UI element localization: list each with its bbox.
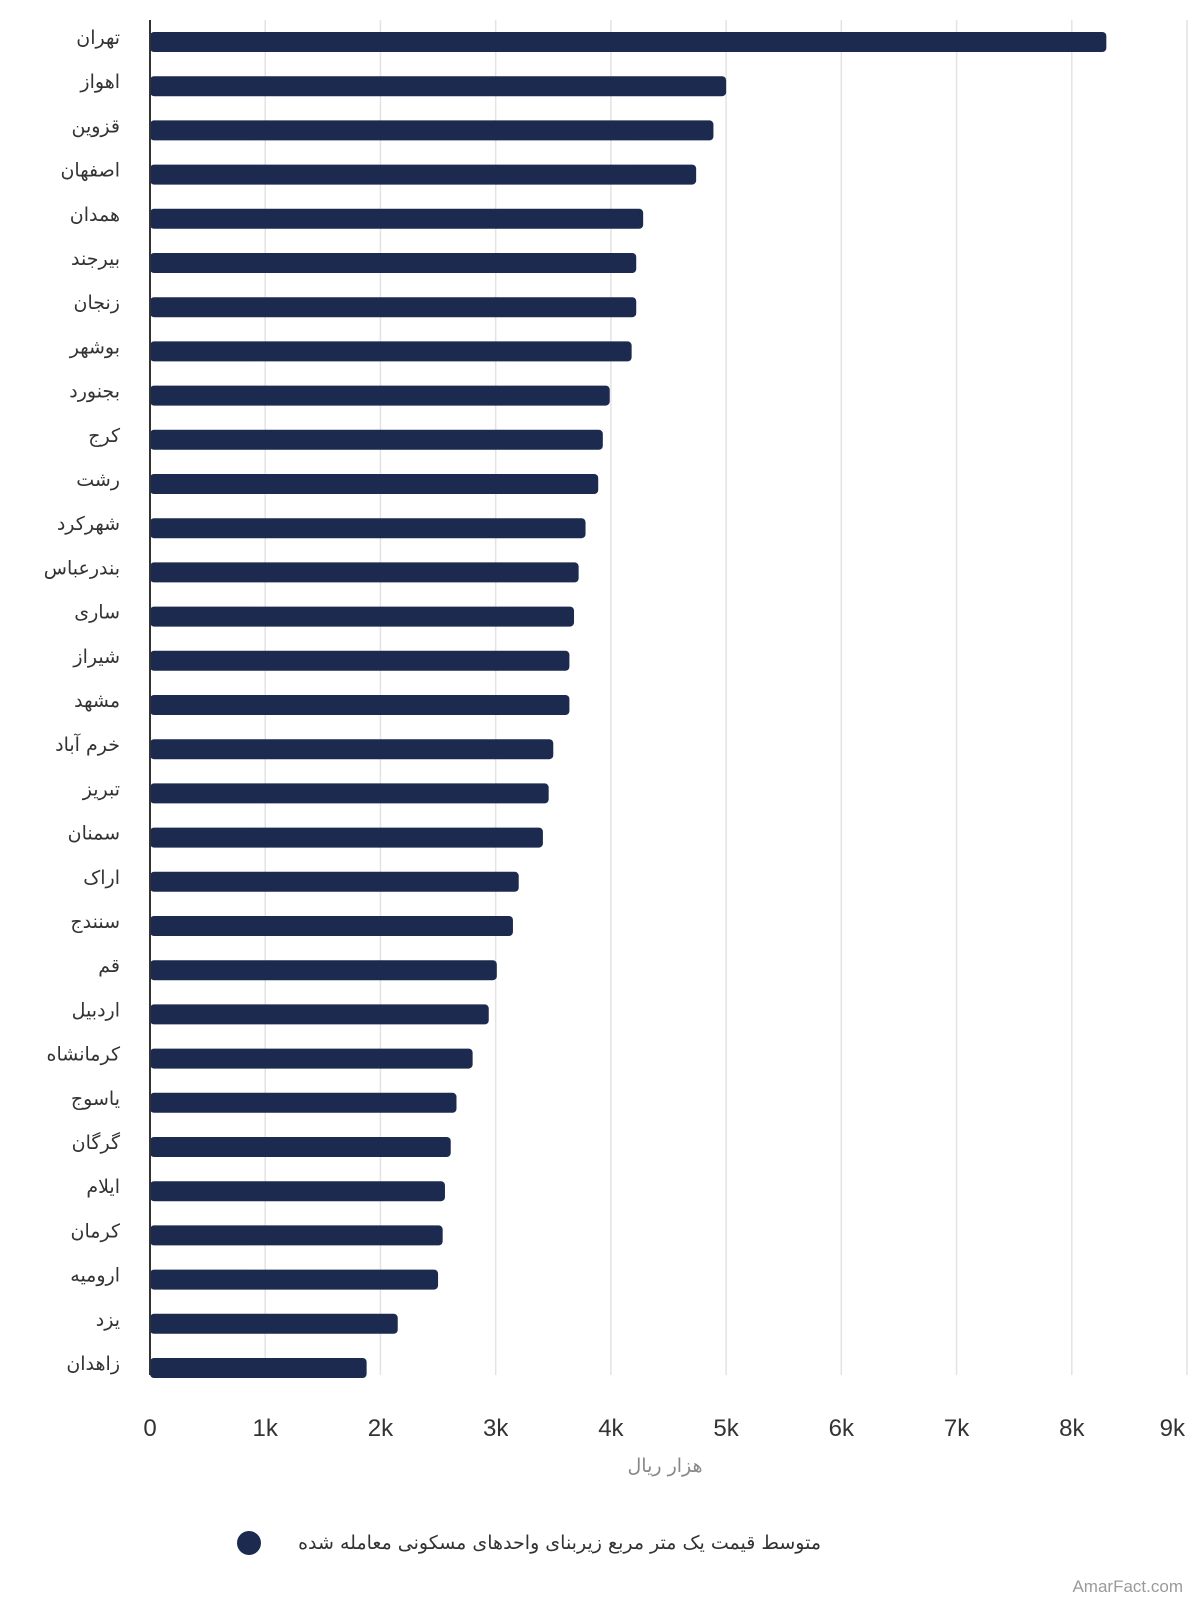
category-label: ایلام <box>86 1176 120 1198</box>
category-label: شهرکرد <box>57 513 120 535</box>
bar[interactable] <box>150 1269 439 1290</box>
category-label: تهران <box>76 27 120 49</box>
category-label: یاسوج <box>71 1088 120 1110</box>
category-label: قزوین <box>72 115 121 137</box>
bar[interactable] <box>150 1358 367 1378</box>
bar[interactable] <box>150 120 714 141</box>
x-tick-label: 7k <box>944 1415 970 1442</box>
bar[interactable] <box>150 385 610 406</box>
category-label: ارومیه <box>70 1265 120 1287</box>
legend-marker <box>237 1531 261 1555</box>
category-label: بیرجند <box>71 248 120 270</box>
bar[interactable] <box>150 739 554 760</box>
category-label: یزد <box>96 1309 120 1331</box>
bar[interactable] <box>150 32 1107 52</box>
category-label: خرم آباد <box>55 732 120 756</box>
category-label: رشت <box>76 469 120 491</box>
credit-text[interactable]: AmarFact.com <box>1072 1577 1183 1596</box>
category-label: قم <box>98 955 120 977</box>
category-label: کرج <box>88 425 121 447</box>
category-label: سمنان <box>68 823 120 845</box>
x-tick-labels: 0 1k 2k 3k 4k 5k 6k 7k 8k 9k <box>143 1415 1186 1442</box>
x-tick-label: 8k <box>1059 1415 1085 1442</box>
category-label: اصفهان <box>60 160 120 182</box>
bar[interactable] <box>150 1004 489 1025</box>
category-label: گرگان <box>72 1131 121 1154</box>
x-axis-title: هزار ریال <box>627 1455 702 1477</box>
bar[interactable] <box>150 1048 473 1069</box>
bar[interactable] <box>150 1137 451 1157</box>
category-labels: تهران اهواز قزوین اصفهان همدان بیرجند زنجان بوش… <box>44 27 121 1375</box>
bar[interactable] <box>150 960 497 981</box>
x-tick-label: 3k <box>483 1415 509 1442</box>
category-label: ساری <box>74 602 120 624</box>
bar[interactable] <box>150 253 637 273</box>
category-label: بجنورد <box>69 381 120 403</box>
x-tick-label: 4k <box>598 1415 624 1442</box>
bar[interactable] <box>150 1225 443 1246</box>
bar[interactable] <box>150 695 570 715</box>
category-label: مشهد <box>74 690 120 712</box>
category-label: تبریز <box>82 778 120 800</box>
bar[interactable] <box>150 208 644 229</box>
bar[interactable] <box>150 518 586 539</box>
bar[interactable] <box>150 871 519 892</box>
category-label: اراک <box>83 867 120 889</box>
x-tick-label: 0 <box>143 1415 156 1442</box>
bar[interactable] <box>150 474 599 494</box>
x-tick-label: 1k <box>253 1415 279 1442</box>
x-tick-label: 2k <box>368 1415 394 1442</box>
bar[interactable] <box>150 76 727 97</box>
bars <box>150 32 1107 1378</box>
bar[interactable] <box>150 916 513 936</box>
bar[interactable] <box>150 429 603 450</box>
bar[interactable] <box>150 783 549 804</box>
bar[interactable] <box>150 341 632 362</box>
bar[interactable] <box>150 1092 457 1113</box>
category-label: شیراز <box>72 646 120 668</box>
category-label: سنندج <box>70 911 120 933</box>
bar[interactable] <box>150 1313 398 1334</box>
x-tick-label: 9k <box>1160 1415 1186 1442</box>
category-label: اهواز <box>79 71 120 93</box>
x-tick-label: 6k <box>829 1415 855 1442</box>
bar[interactable] <box>150 297 637 318</box>
x-tick-label: 5k <box>713 1415 739 1442</box>
category-label: کرمانشاه <box>47 1044 121 1066</box>
bar[interactable] <box>150 650 570 671</box>
category-label: زاهدان <box>66 1353 120 1375</box>
category-label: زنجان <box>74 292 120 314</box>
bar[interactable] <box>150 1181 445 1202</box>
bar[interactable] <box>150 562 579 583</box>
gridlines <box>264 20 1188 1375</box>
category-label: همدان <box>70 204 120 226</box>
legend-label: متوسط قیمت یک متر مربع زیربنای واحدهای م… <box>298 1532 821 1554</box>
category-label: بندرعباس <box>44 557 120 579</box>
category-label: بوشهر <box>69 336 120 358</box>
category-label: اردبیل <box>72 999 120 1021</box>
bar[interactable] <box>150 827 543 848</box>
bar[interactable] <box>150 606 575 627</box>
legend[interactable]: متوسط قیمت یک متر مربع زیربنای واحدهای م… <box>237 1531 821 1555</box>
bar[interactable] <box>150 164 697 185</box>
category-label: کرمان <box>71 1220 121 1242</box>
